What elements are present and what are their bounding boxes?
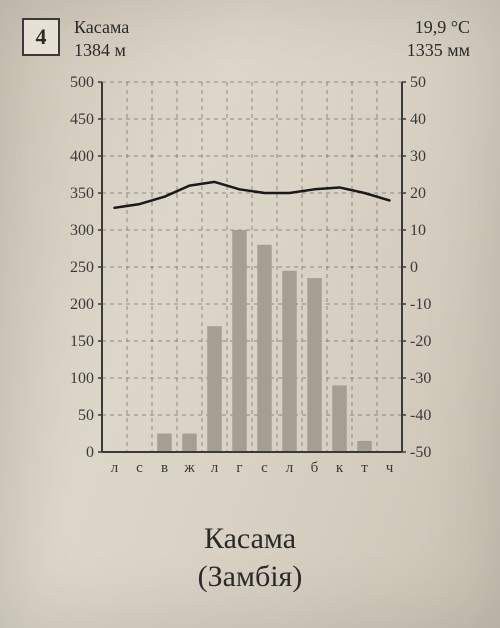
svg-text:450: 450: [70, 111, 94, 128]
caption-line-1: Касама: [0, 520, 500, 558]
svg-text:-50: -50: [410, 444, 431, 461]
svg-text:-20: -20: [410, 333, 431, 350]
svg-text:50: 50: [410, 74, 426, 91]
svg-text:ж: ж: [183, 460, 195, 476]
svg-text:350: 350: [70, 185, 94, 202]
svg-text:л: л: [211, 460, 219, 476]
svg-text:т: т: [361, 460, 368, 476]
svg-text:л: л: [111, 460, 119, 476]
altitude: 1384 м: [74, 39, 129, 62]
svg-text:с: с: [261, 460, 268, 476]
svg-text:500: 500: [70, 74, 94, 91]
svg-text:40: 40: [410, 111, 426, 128]
climograph-chart: 050100150200250300350400450500-50-40-30-…: [40, 72, 460, 502]
svg-text:10: 10: [410, 222, 426, 239]
chart-header: Касама 1384 м 19,9 °C 1335 мм: [74, 16, 470, 61]
svg-text:-30: -30: [410, 370, 431, 387]
svg-text:с: с: [136, 460, 143, 476]
svg-text:150: 150: [70, 333, 94, 350]
svg-text:0: 0: [410, 259, 418, 276]
svg-text:250: 250: [70, 259, 94, 276]
svg-text:к: к: [336, 460, 344, 476]
svg-text:0: 0: [86, 444, 94, 461]
svg-text:б: б: [311, 460, 319, 476]
svg-text:г: г: [236, 460, 242, 476]
caption-line-2: (Замбія): [0, 558, 500, 596]
svg-text:200: 200: [70, 296, 94, 313]
svg-text:50: 50: [78, 407, 94, 424]
svg-text:100: 100: [70, 370, 94, 387]
svg-text:300: 300: [70, 222, 94, 239]
svg-text:20: 20: [410, 185, 426, 202]
mean-temperature: 19,9 °C: [407, 16, 470, 39]
chart-caption: Касама (Замбія): [0, 520, 500, 595]
svg-text:ч: ч: [386, 460, 394, 476]
task-number-box: 4: [22, 18, 60, 56]
svg-text:400: 400: [70, 148, 94, 165]
svg-text:л: л: [286, 460, 294, 476]
annual-precipitation: 1335 мм: [407, 39, 470, 62]
svg-text:-40: -40: [410, 407, 431, 424]
location-name: Касама: [74, 16, 129, 39]
svg-text:30: 30: [410, 148, 426, 165]
svg-text:-10: -10: [410, 296, 431, 313]
svg-text:в: в: [161, 460, 168, 476]
